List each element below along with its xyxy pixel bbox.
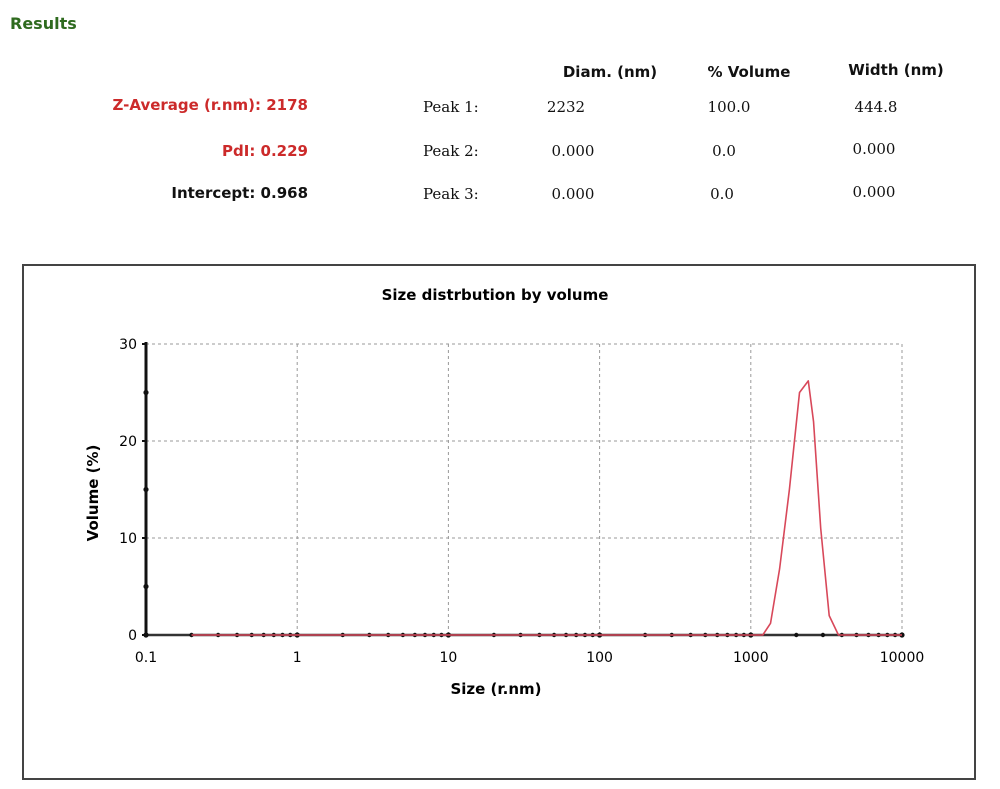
series-layer (191, 380, 902, 636)
column-header-width: Width (nm) (848, 61, 944, 79)
pdi-value: PdI: 0.229 (222, 142, 308, 160)
series-line-1 (191, 380, 902, 636)
peak-3-label: Peak 3: (423, 185, 479, 203)
peak-2-label: Peak 2: (423, 142, 479, 160)
results-heading: Results (10, 14, 77, 33)
chart-frame: Size distrbution by volume Size (r.nm) V… (22, 264, 976, 780)
x-tick-label: 10 (439, 650, 457, 666)
z-average-value: Z-Average (r.nm): 2178 (112, 96, 308, 114)
peak-3-width: 0.000 (852, 183, 896, 201)
peak-1-width: 444.8 (854, 98, 898, 116)
x-tick-label: 0.1 (135, 650, 157, 666)
chart-title: Size distrbution by volume (382, 286, 609, 304)
peak-1-diam: 2232 (546, 98, 586, 116)
axis-layer (142, 342, 905, 638)
x-major-marker (143, 632, 149, 638)
size-distribution-chart: Size distrbution by volume Size (r.nm) V… (84, 286, 924, 698)
column-header-volume: % Volume (707, 63, 791, 81)
y-minor-marker (143, 389, 149, 396)
y-axis-label: Volume (%) (84, 445, 102, 542)
x-minor-marker (794, 632, 799, 638)
peak-2-volume: 0.0 (712, 142, 736, 160)
x-tick-label: 100 (586, 650, 613, 666)
x-minor-marker (189, 632, 194, 638)
y-minor-marker (143, 486, 149, 493)
y-tick-label: 0 (128, 628, 137, 644)
peak-3-diam: 0.000 (551, 185, 595, 203)
grid-layer (146, 343, 903, 635)
y-tick-label: 20 (119, 434, 137, 450)
peak-2-width: 0.000 (852, 140, 896, 158)
x-axis-label: Size (r.nm) (450, 680, 541, 698)
y-tick-label: 10 (119, 531, 137, 547)
column-header-diam: Diam. (nm) (562, 63, 658, 81)
x-tick-label: 1 (293, 650, 302, 666)
y-minor-marker (143, 583, 149, 590)
x-tick-label: 1000 (733, 650, 769, 666)
x-minor-marker (820, 632, 826, 638)
tick-layer: 0.1 1 10 100 1000 10000 0 10 20 30 (119, 337, 924, 666)
peak-3-volume: 0.0 (710, 185, 734, 203)
intercept-value: Intercept: 0.968 (171, 184, 308, 202)
peak-2-diam: 0.000 (551, 142, 595, 160)
x-tick-label: 10000 (880, 650, 925, 666)
y-tick-label: 30 (119, 337, 137, 353)
peak-1-label: Peak 1: (423, 98, 479, 116)
peak-1-volume: 100.0 (707, 98, 751, 116)
